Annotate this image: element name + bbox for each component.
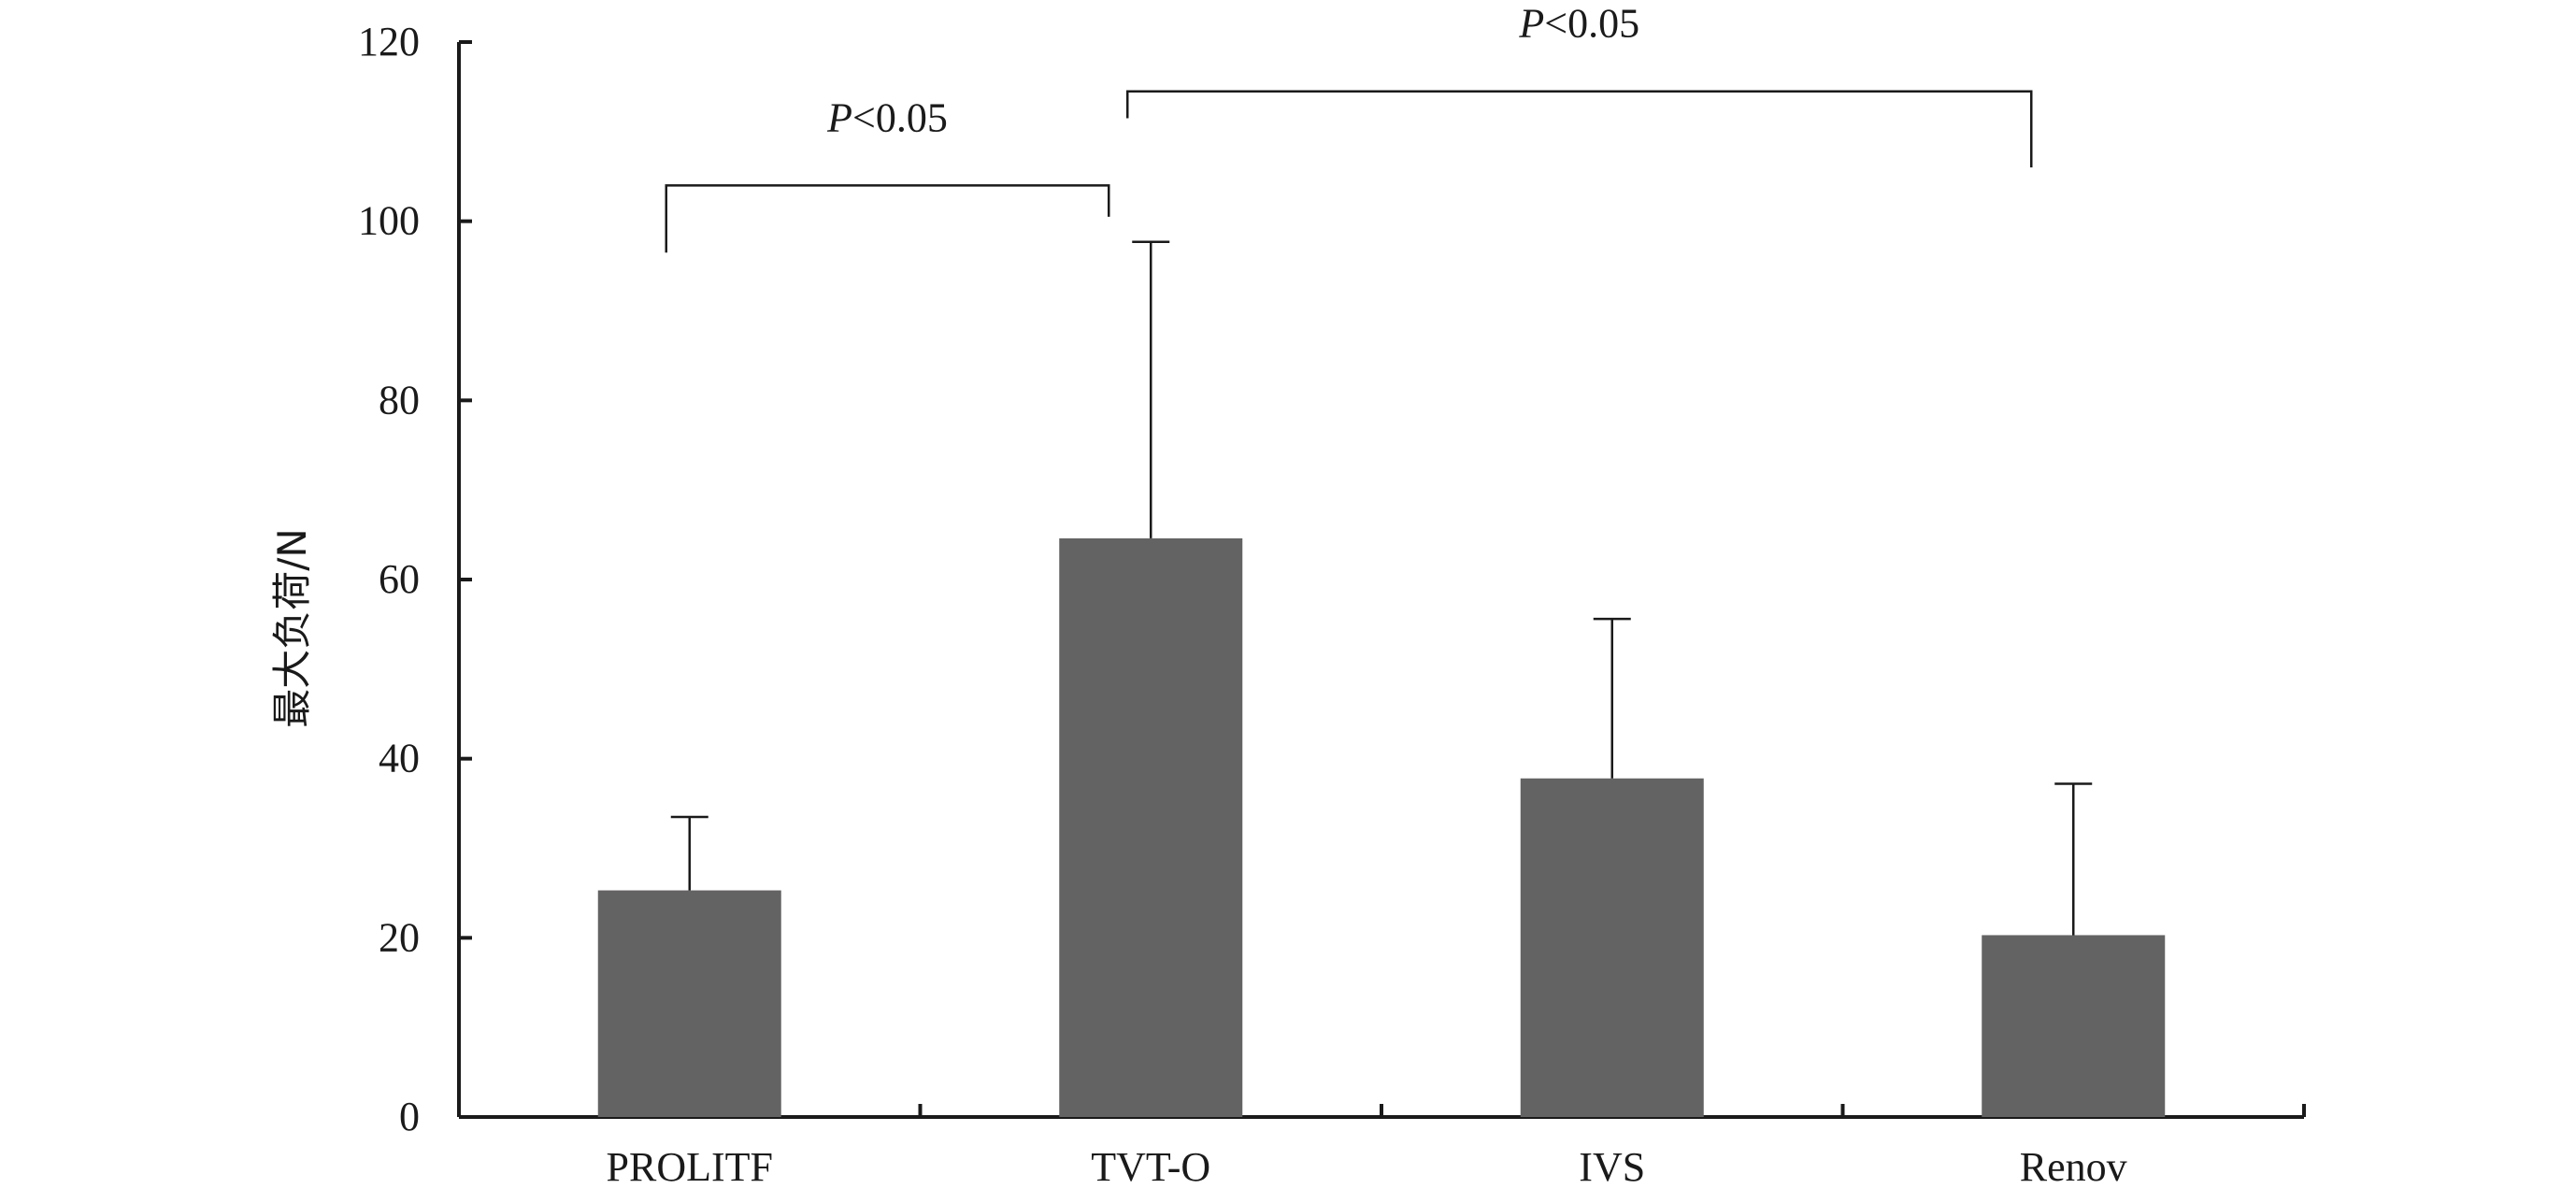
significance-label: P<0.05 (1518, 1, 1639, 47)
bars (597, 537, 2166, 1117)
significance-label: P<0.05 (826, 94, 948, 140)
p-threshold: <0.05 (852, 94, 948, 140)
x-category-label: IVS (1579, 1144, 1645, 1190)
x-category-label: PROLITF (607, 1144, 773, 1190)
error-bars (670, 240, 2093, 936)
y-tick-label: 0 (399, 1094, 420, 1139)
bar (597, 890, 781, 1117)
y-tick-label: 40 (379, 736, 420, 781)
y-tick-label: 100 (358, 198, 420, 244)
p-symbol: P (826, 94, 852, 140)
p-symbol: P (1518, 1, 1544, 47)
y-tick-label: 20 (379, 914, 420, 960)
y-tick-label: 80 (379, 377, 420, 422)
y-axis: 0 20 40 60 80 100 120 (358, 19, 472, 1139)
bar (1520, 778, 1704, 1117)
y-tick-label: 60 (379, 556, 420, 602)
y-axis-label: 最大负荷/N (269, 528, 315, 728)
bar (1059, 537, 1243, 1117)
significance-bracket (1126, 90, 2033, 168)
p-threshold: <0.05 (1544, 1, 1639, 47)
x-category-label: TVT-O (1091, 1144, 1210, 1190)
significance-bracket (665, 184, 1110, 253)
significance-brackets: P<0.05P<0.05 (665, 1, 2033, 253)
x-category-label: Renov (2020, 1144, 2127, 1190)
y-tick-label: 120 (358, 19, 420, 64)
bar (1982, 935, 2166, 1117)
